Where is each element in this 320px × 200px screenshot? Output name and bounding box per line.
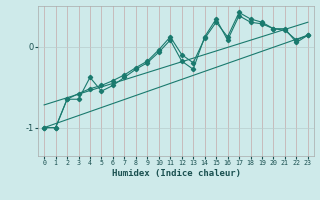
- X-axis label: Humidex (Indice chaleur): Humidex (Indice chaleur): [111, 169, 241, 178]
